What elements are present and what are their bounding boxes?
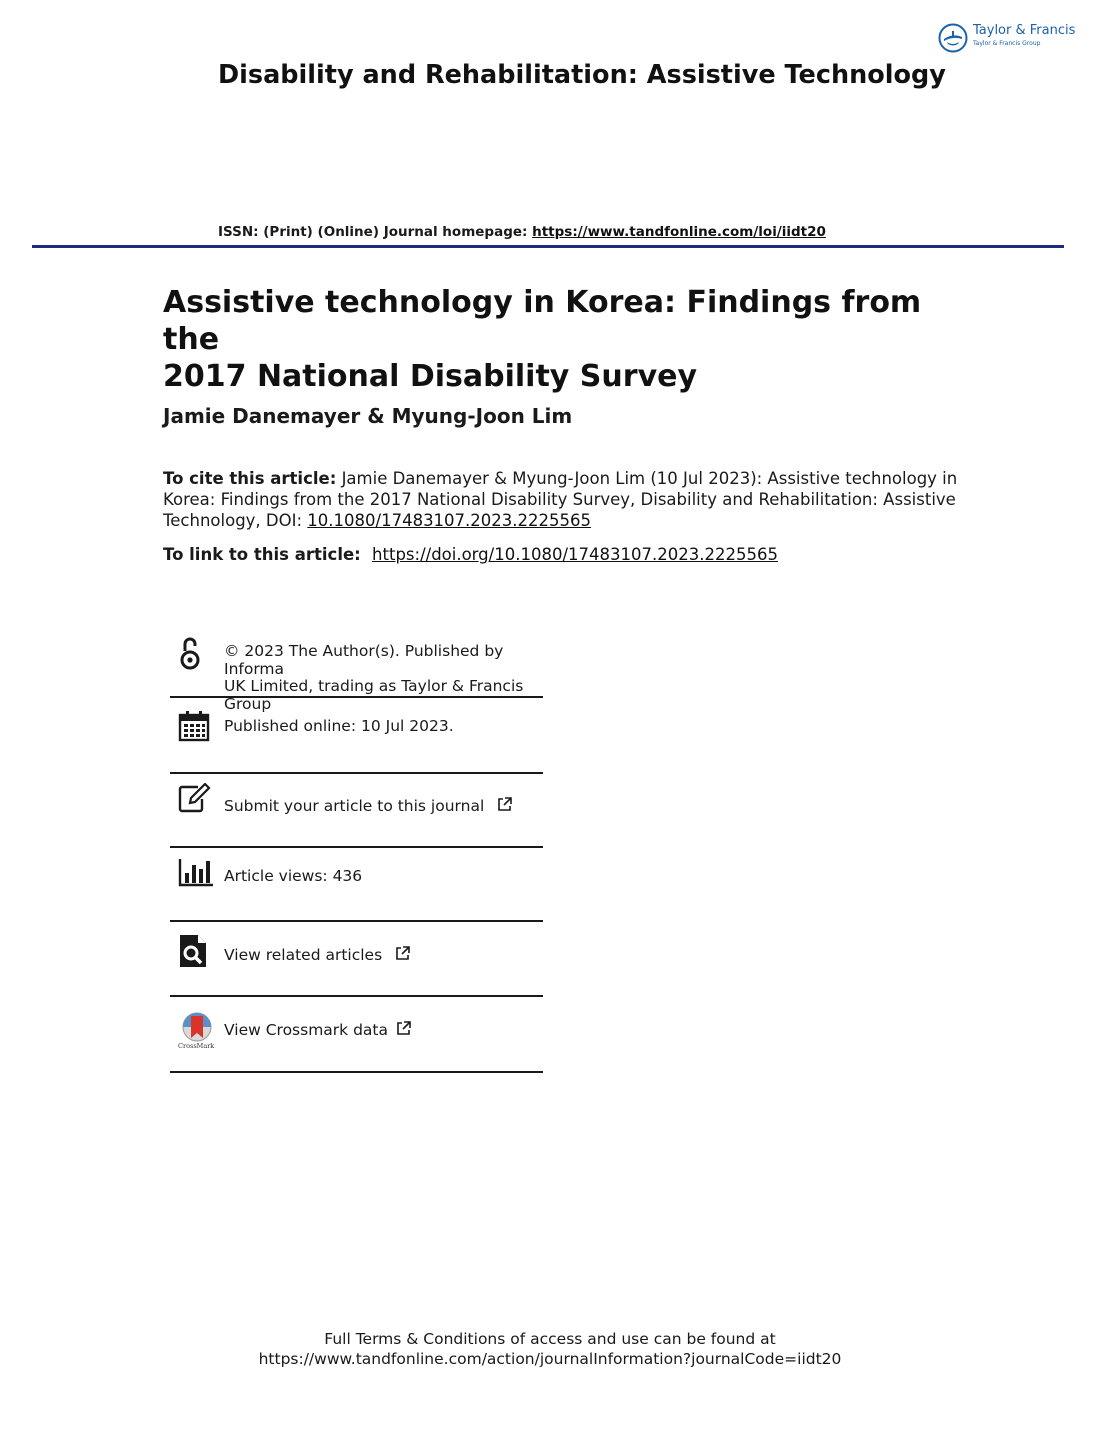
article-title-line-1: Assistive technology in Korea: Findings … — [163, 285, 922, 357]
bar-chart-icon — [178, 859, 213, 887]
article-link: To link to this article: https://doi.org… — [163, 545, 778, 564]
article-views-text: Article views: 436 — [224, 867, 363, 885]
related-articles-item[interactable]: View related articles — [170, 924, 543, 998]
divider — [170, 846, 543, 848]
footer-terms-link[interactable]: https://www.tandfonline.com/action/journ… — [258, 1349, 842, 1368]
doi-link[interactable]: 10.1080/17483107.2023.2225565 — [307, 511, 592, 530]
footer-line-1: Full Terms & Conditions of access and us… — [324, 1330, 776, 1348]
published-item: Published online: 10 Jul 2023. — [170, 702, 543, 776]
open-access-line-1: © 2023 The Author(s). Published by Infor… — [224, 642, 504, 678]
divider — [170, 696, 543, 698]
publisher-subname: Taylor & Francis Group — [973, 40, 1041, 47]
journal-homepage-link[interactable]: https://www.tandfonline.com/loi/iidt20 — [532, 224, 826, 240]
submit-article-link[interactable]: Submit your article to this journal — [224, 797, 513, 816]
submit-article-item[interactable]: Submit your article to this journal — [170, 776, 543, 850]
crossmark-label[interactable]: View Crossmark data — [224, 1021, 388, 1039]
divider — [170, 995, 543, 997]
related-articles-link[interactable]: View related articles — [224, 946, 410, 965]
published-text: Published online: 10 Jul 2023. — [224, 717, 454, 735]
crossmark-icon — [182, 1012, 212, 1042]
related-articles-label[interactable]: View related articles — [224, 946, 383, 964]
article-views-item: Article views: 436 — [170, 850, 543, 924]
crossmark-logo-text: CrossMark — [178, 1042, 215, 1050]
edit-icon — [178, 783, 211, 813]
divider — [170, 772, 543, 774]
journal-title: Disability and Rehabilitation: Assistive… — [218, 60, 946, 90]
open-access-text: © 2023 The Author(s). Published by Infor… — [224, 642, 543, 713]
article-authors: Jamie Danemayer & Myung-Joon Lim — [163, 404, 573, 428]
issn-line: ISSN: (Print) (Online) Journal homepage:… — [218, 224, 826, 240]
article-title: Assistive technology in Korea: Findings … — [163, 284, 963, 395]
crossmark-link[interactable]: View Crossmark data — [224, 1021, 411, 1040]
footer: Full Terms & Conditions of access and us… — [0, 1330, 1100, 1369]
article-title-line-2: 2017 National Disability Survey — [163, 359, 698, 394]
crossmark-logo: CrossMark — [178, 1012, 218, 1050]
divider — [170, 920, 543, 922]
article-doi-url-link[interactable]: https://doi.org/10.1080/17483107.2023.22… — [372, 545, 778, 564]
external-link-icon — [397, 1021, 411, 1035]
crossmark-item[interactable]: CrossMark View Crossmark data — [170, 998, 543, 1076]
calendar-icon — [178, 711, 210, 742]
open-access-line-3: Group — [224, 694, 272, 713]
link-label: To link to this article: — [163, 545, 361, 564]
external-link-icon — [396, 946, 410, 960]
submit-article-label[interactable]: Submit your article to this journal — [224, 797, 485, 815]
open-access-icon — [180, 637, 200, 670]
citation: To cite this article: Jamie Danemayer & … — [163, 468, 963, 531]
publisher-name: Taylor & Francis — [973, 23, 1076, 38]
taylor-francis-logo-icon — [938, 23, 968, 53]
issn-text: ISSN: (Print) (Online) Journal homepage: — [218, 224, 533, 240]
divider — [170, 1071, 543, 1073]
cite-label: To cite this article: — [163, 469, 337, 488]
publisher-logo: Taylor & Francis Taylor & Francis Group — [938, 22, 1078, 54]
search-document-icon — [180, 935, 206, 967]
cite-text: Jamie Danemayer & Myung-Joon Lim (10 Jul… — [163, 469, 958, 530]
header-rule — [32, 245, 1064, 248]
open-access-item: © 2023 The Author(s). Published by Infor… — [170, 632, 543, 712]
external-link-icon — [498, 797, 513, 811]
open-access-line-2: UK Limited, trading as Taylor & Francis — [224, 677, 524, 695]
